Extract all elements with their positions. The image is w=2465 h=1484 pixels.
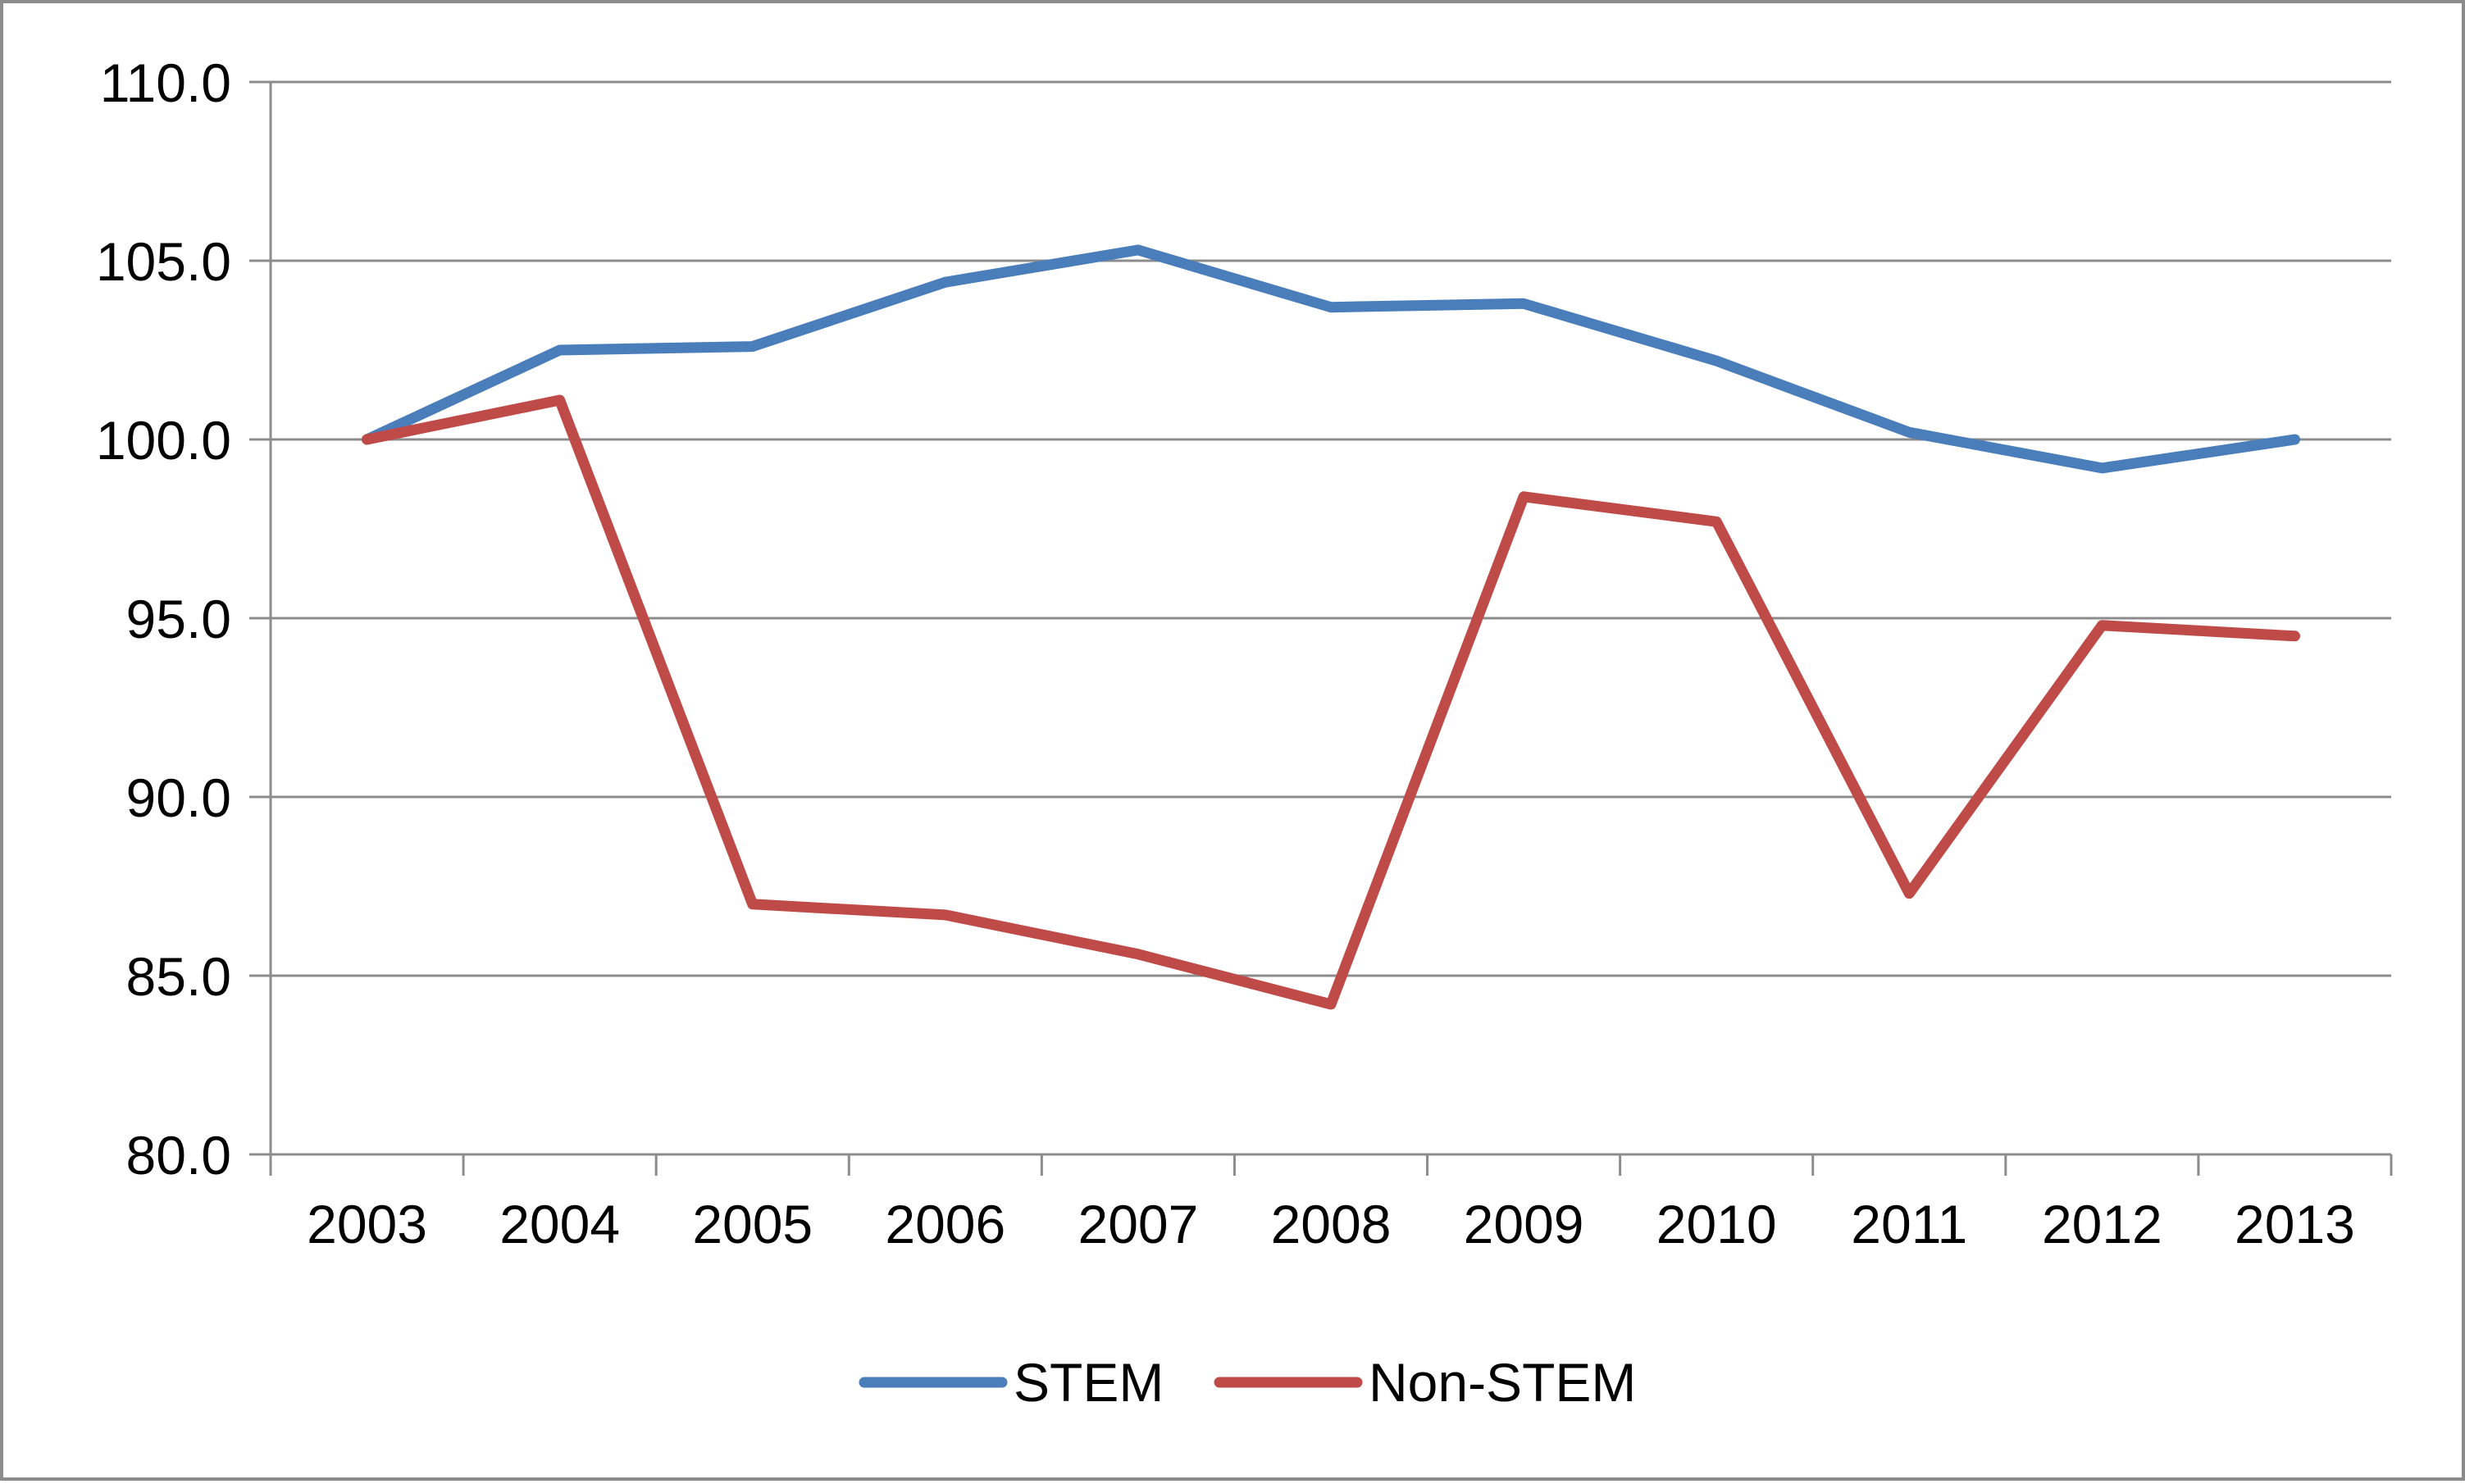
y-tick-label: 105.0 bbox=[96, 231, 231, 292]
x-tick-label: 2010 bbox=[1656, 1194, 1777, 1254]
y-tick-label: 100.0 bbox=[96, 410, 231, 471]
series-line-stem bbox=[362, 244, 2300, 474]
x-tick-label: 2007 bbox=[1078, 1194, 1198, 1254]
y-tick-label: 95.0 bbox=[126, 589, 231, 649]
x-tick-label: 2003 bbox=[307, 1194, 427, 1254]
axes: 80.0 85.0 90.0 95.0 100.0 105.0 110.0 2003 2004 2… bbox=[96, 52, 2393, 1254]
series-line-non-stem bbox=[362, 394, 2300, 1010]
x-tick-label: 2012 bbox=[2042, 1194, 2162, 1254]
x-tick-label: 2008 bbox=[1271, 1194, 1392, 1254]
y-tick-label: 90.0 bbox=[126, 767, 231, 828]
legend: STEM Non-STEM bbox=[859, 1352, 1636, 1413]
legend-label: Non-STEM bbox=[1369, 1352, 1636, 1413]
x-tick-label: 2009 bbox=[1464, 1194, 1584, 1254]
y-tick-label: 80.0 bbox=[126, 1125, 231, 1186]
y-tick-label: 85.0 bbox=[126, 946, 231, 1007]
x-tick-label: 2006 bbox=[885, 1194, 1005, 1254]
legend-label: STEM bbox=[1014, 1352, 1164, 1413]
y-tick-label: 110.0 bbox=[100, 52, 231, 113]
series-lines bbox=[362, 244, 2300, 1010]
x-tick-label: 2013 bbox=[2235, 1194, 2355, 1254]
x-tick-label: 2004 bbox=[499, 1194, 620, 1254]
x-tick-label: 2011 bbox=[1851, 1194, 1967, 1254]
gridlines bbox=[271, 80, 2391, 977]
x-tick-label: 2005 bbox=[692, 1194, 813, 1254]
line-chart: 80.0 85.0 90.0 95.0 100.0 105.0 110.0 2003 2004 2… bbox=[96, 52, 2393, 1413]
